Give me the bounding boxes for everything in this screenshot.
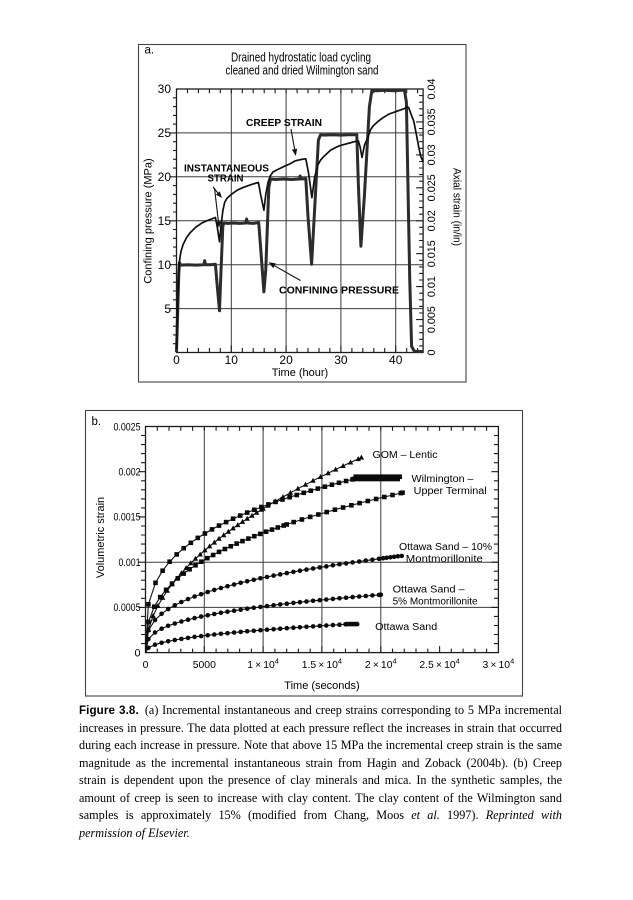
svg-text:2 × 104: 2 × 104 <box>365 657 397 672</box>
svg-text:INSTANTANEOUS: INSTANTANEOUS <box>184 164 269 175</box>
svg-text:cleaned and dried Wilmington s: cleaned and dried Wilmington sand <box>226 64 379 78</box>
svg-text:0.035: 0.035 <box>426 108 438 135</box>
svg-text:Volumetric strain: Volumetric strain <box>95 497 107 578</box>
svg-text:Ottawa Sand – 10%: Ottawa Sand – 10% <box>399 542 492 553</box>
svg-text:0: 0 <box>426 349 438 355</box>
svg-text:0.0025: 0.0025 <box>114 421 141 433</box>
svg-text:5000: 5000 <box>193 660 216 671</box>
svg-text:Time (seconds): Time (seconds) <box>284 680 359 692</box>
svg-text:5: 5 <box>164 302 171 316</box>
svg-text:0.002: 0.002 <box>119 467 141 479</box>
svg-text:Ottawa Sand –: Ottawa Sand – <box>393 585 465 596</box>
svg-text:5% Montmorillonite: 5% Montmorillonite <box>393 597 478 608</box>
svg-text:GOM – Lentic: GOM – Lentic <box>373 450 438 461</box>
svg-text:0: 0 <box>173 353 180 367</box>
svg-text:Ottawa Sand: Ottawa Sand <box>375 622 437 633</box>
svg-text:20: 20 <box>279 353 293 367</box>
svg-text:Wilmington –: Wilmington – <box>412 474 474 485</box>
svg-text:CREEP STRAIN: CREEP STRAIN <box>246 118 322 129</box>
svg-text:0.005: 0.005 <box>426 306 438 333</box>
svg-text:0.02: 0.02 <box>426 210 438 231</box>
svg-text:0: 0 <box>143 660 149 671</box>
svg-text:0.03: 0.03 <box>426 144 438 165</box>
svg-text:0: 0 <box>134 647 140 659</box>
svg-text:30: 30 <box>158 82 172 96</box>
svg-text:40: 40 <box>389 353 403 367</box>
svg-text:15: 15 <box>158 214 172 228</box>
svg-text:2.5 × 104: 2.5 × 104 <box>419 657 459 672</box>
svg-text:0.0005: 0.0005 <box>114 602 141 614</box>
svg-text:b.: b. <box>92 416 102 428</box>
svg-text:1 × 104: 1 × 104 <box>247 657 279 672</box>
svg-text:0.025: 0.025 <box>426 174 438 201</box>
svg-text:0.001: 0.001 <box>119 557 141 569</box>
svg-text:Time (hour): Time (hour) <box>272 367 328 379</box>
svg-text:a.: a. <box>145 45 155 57</box>
svg-text:Confining pressure (MPa): Confining pressure (MPa) <box>143 158 155 283</box>
svg-text:10: 10 <box>225 353 239 367</box>
svg-text:STRAIN: STRAIN <box>208 174 244 185</box>
svg-text:0.0015: 0.0015 <box>114 512 141 524</box>
svg-text:0.01: 0.01 <box>426 276 438 297</box>
svg-text:0.015: 0.015 <box>426 240 438 267</box>
svg-text:1.5 × 104: 1.5 × 104 <box>302 657 342 672</box>
svg-text:Axial strain (in/in): Axial strain (in/in) <box>451 168 463 246</box>
svg-text:10: 10 <box>158 258 172 272</box>
svg-text:Drained hydrostatic load cycli: Drained hydrostatic load cycling <box>231 51 371 65</box>
svg-text:CONFINING PRESSURE: CONFINING PRESSURE <box>279 286 399 297</box>
svg-text:0.04: 0.04 <box>426 78 438 99</box>
svg-text:20: 20 <box>158 170 172 184</box>
svg-text:25: 25 <box>158 126 172 140</box>
svg-text:Upper Terminal: Upper Terminal <box>414 486 487 497</box>
svg-text:30: 30 <box>334 353 348 367</box>
svg-text:Montmorillonite: Montmorillonite <box>406 554 483 565</box>
svg-text:3 × 104: 3 × 104 <box>483 657 515 672</box>
